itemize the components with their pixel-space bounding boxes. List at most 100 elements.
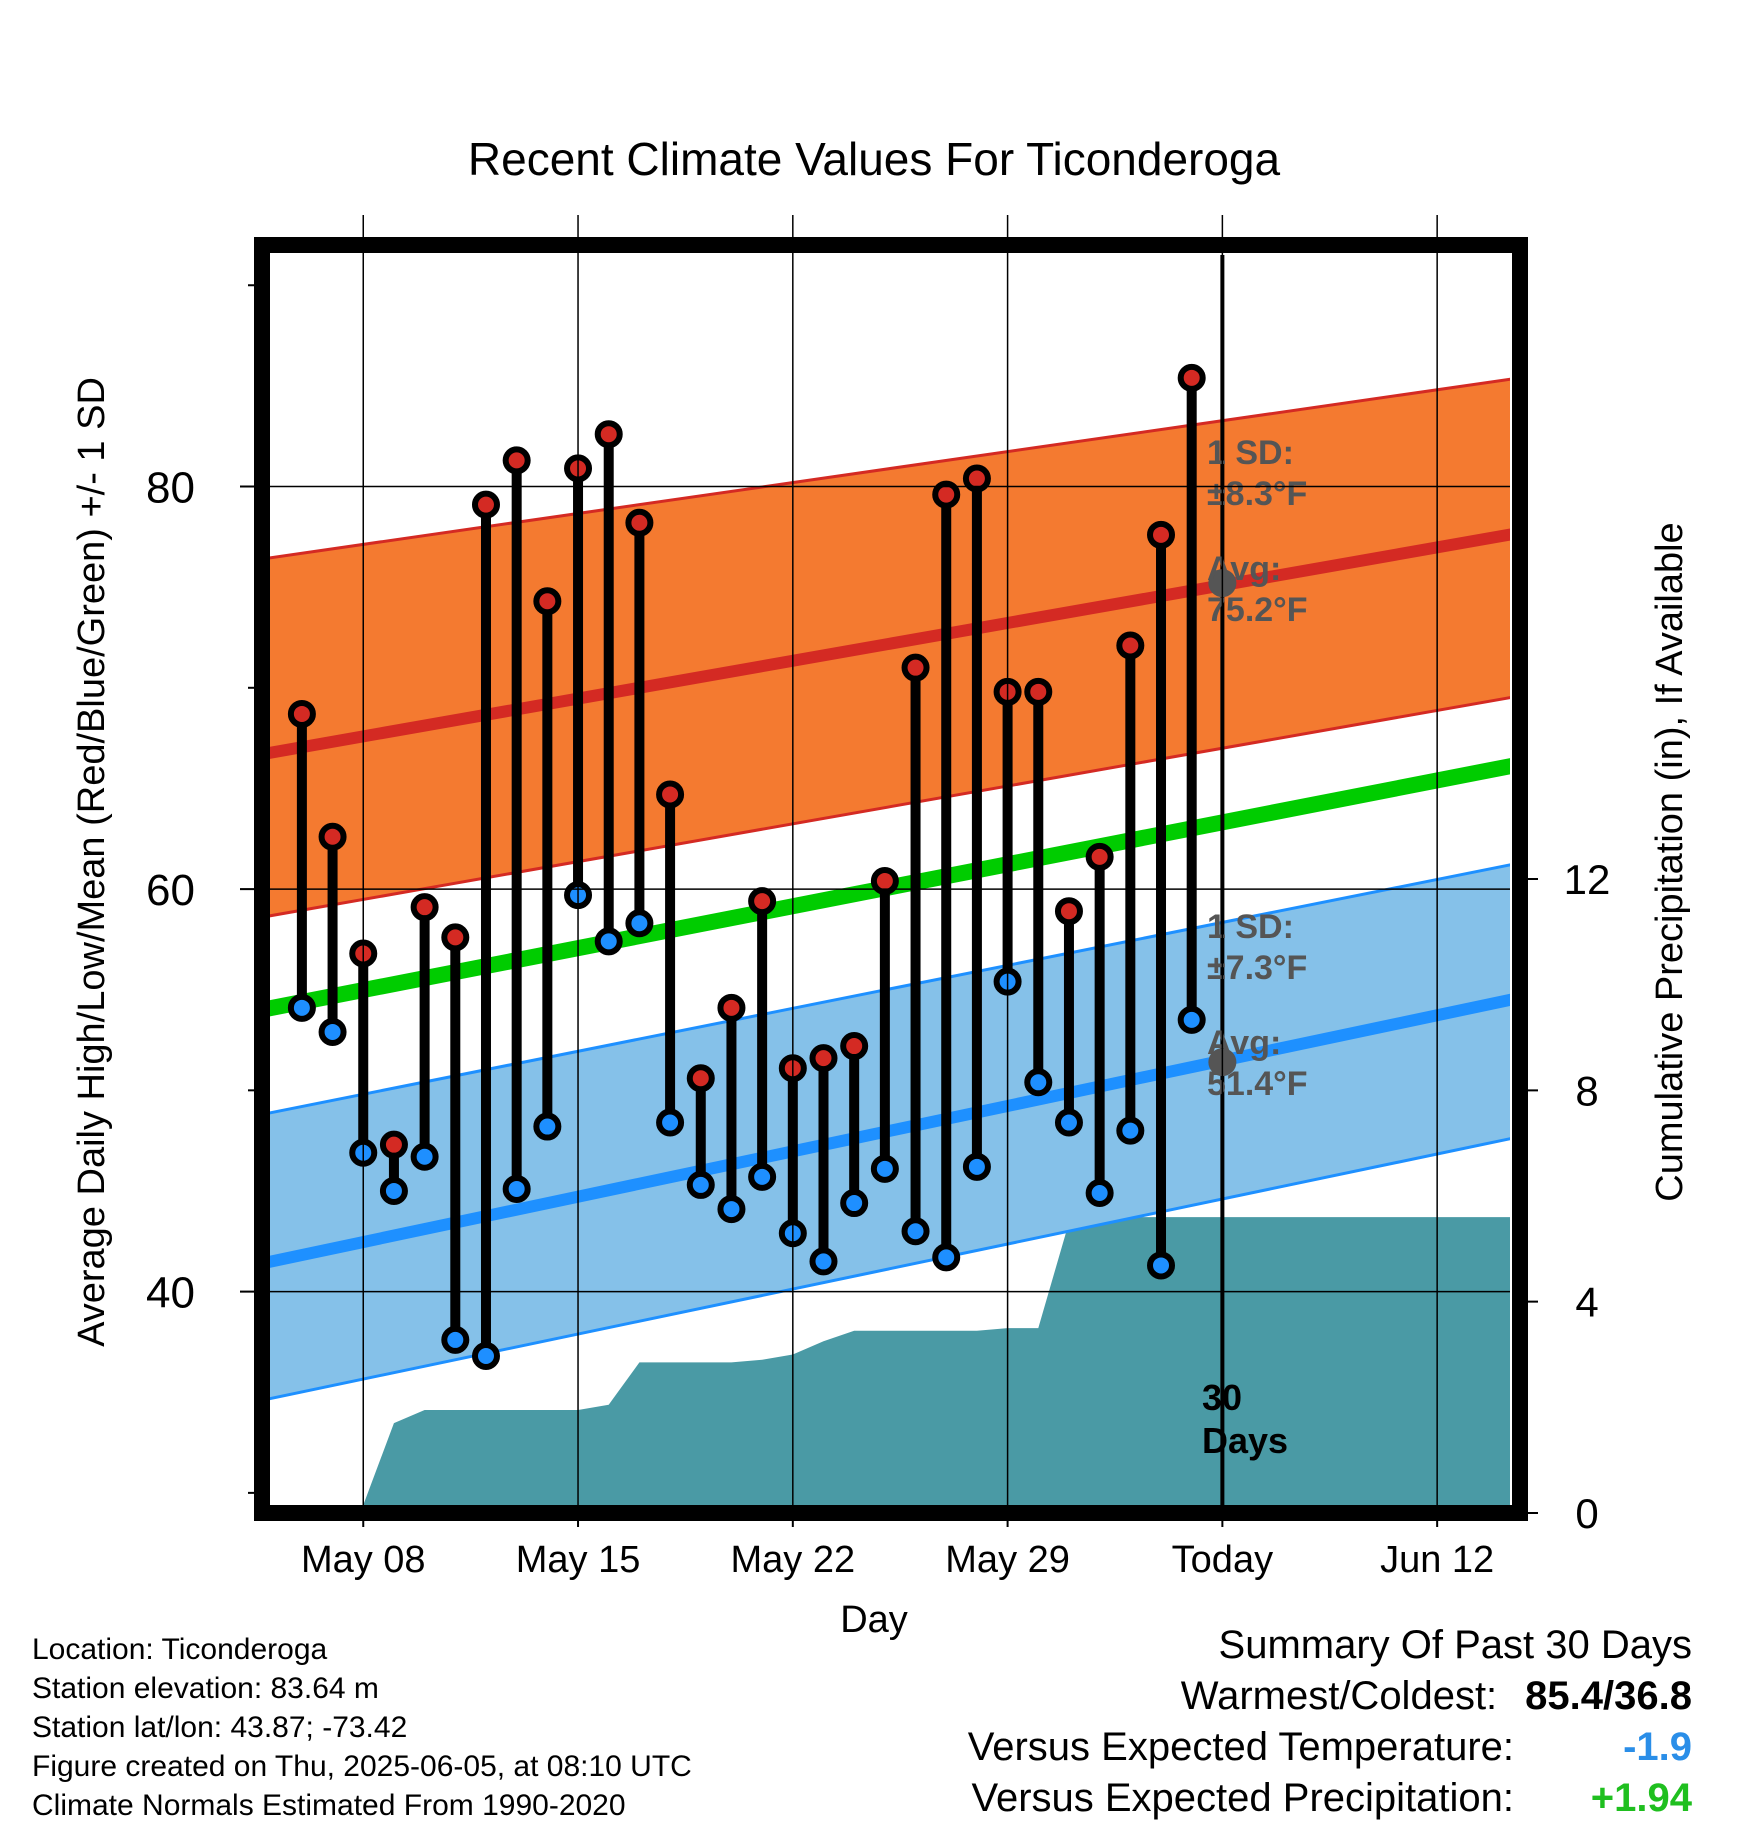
low-point <box>1054 1108 1083 1137</box>
y-right-tick-label: 0 <box>1575 1490 1598 1537</box>
high-point <box>932 480 961 509</box>
summary-heading: Summary Of Past 30 Days <box>1218 1623 1692 1667</box>
high-point <box>1147 520 1176 549</box>
precip-area <box>321 1217 1510 1506</box>
high-point <box>809 1044 838 1073</box>
precip-row: Versus Expected Precipitation: +1.94 <box>968 1773 1692 1824</box>
high-point <box>1085 842 1114 871</box>
low-point <box>1177 1005 1206 1034</box>
normals-text: Climate Normals Estimated From 1990-2020 <box>32 1789 626 1822</box>
high-avg-line <box>270 528 1510 759</box>
low-annotation-line: 51.4°F <box>1207 1065 1308 1103</box>
low-point <box>1147 1251 1176 1280</box>
high-point <box>656 780 685 809</box>
days-label: Days <box>1202 1420 1288 1461</box>
high-point <box>410 893 439 922</box>
warmest-coldest-value: 85.4/36.8 <box>1525 1674 1692 1718</box>
high-point <box>287 699 316 728</box>
low-point <box>1116 1116 1145 1145</box>
low-point <box>686 1170 715 1199</box>
precip-value: +1.94 <box>1590 1776 1692 1820</box>
low-avg-line <box>270 993 1510 1268</box>
elevation-text: Station elevation: 83.64 m <box>32 1672 379 1705</box>
high-point <box>870 867 899 896</box>
low-point <box>379 1176 408 1205</box>
low-point <box>625 909 654 938</box>
chart-title: Recent Climate Values For Ticonderoga <box>468 133 1281 185</box>
low-point <box>533 1112 562 1141</box>
latlon-text: Station lat/lon: 43.87; -73.42 <box>32 1711 408 1744</box>
y-left-tick-label: 80 <box>146 464 195 513</box>
high-point <box>1024 677 1053 706</box>
axes-layer: May 08 May 15 May 22 May 29 Today Jun 1240608… <box>146 215 1610 1581</box>
temp-value: -1.9 <box>1623 1725 1692 1769</box>
low-point <box>441 1325 470 1354</box>
x-tick-label: Today <box>1172 1539 1273 1581</box>
x-tick-label: Jun 12 <box>1380 1539 1494 1581</box>
x-tick-label: May 15 <box>516 1539 641 1581</box>
created-text: Figure created on Thu, 2025-06-05, at 08… <box>32 1750 692 1783</box>
x-tick-label: May 29 <box>945 1539 1070 1581</box>
low-point <box>809 1247 838 1276</box>
precip-label: Versus Expected Precipitation: <box>971 1776 1514 1820</box>
high-point <box>1177 363 1206 392</box>
high-point <box>594 420 623 449</box>
low-point <box>1024 1068 1053 1097</box>
low-point <box>840 1189 869 1218</box>
low-point <box>318 1017 347 1046</box>
station-info: Location: Ticonderoga Station elevation:… <box>32 1630 692 1825</box>
y-axis-right-label: Cumulative Precipitation (in), If Availa… <box>1649 522 1691 1201</box>
high-sd-band-upper-edge <box>270 377 1510 560</box>
low-sd-band-lower-edge <box>270 1137 1510 1401</box>
low-point <box>870 1154 899 1183</box>
low-annotation-line: ±7.3°F <box>1207 949 1307 987</box>
high-sd-band-lower-edge <box>270 696 1510 918</box>
high-point <box>379 1130 408 1159</box>
high-point <box>717 993 746 1022</box>
high-point <box>533 587 562 616</box>
temp-label: Versus Expected Temperature: <box>967 1725 1514 1769</box>
high-annotation-line: ±8.3°F <box>1207 475 1307 513</box>
high-point <box>625 508 654 537</box>
location-text: Location: Ticonderoga <box>32 1633 328 1666</box>
x-tick-label: May 08 <box>301 1539 426 1581</box>
low-point <box>410 1142 439 1171</box>
y-right-tick-label: 4 <box>1575 1279 1598 1326</box>
low-point <box>594 927 623 956</box>
high-point <box>502 446 531 475</box>
low-point <box>962 1152 991 1181</box>
y-right-tick-label: 12 <box>1564 856 1611 903</box>
high-point <box>441 923 470 952</box>
temp-row: Versus Expected Temperature: -1.9 <box>968 1722 1692 1773</box>
high-point <box>318 822 347 851</box>
x-axis-label: Day <box>840 1599 908 1641</box>
low-annotation-line: Avg: <box>1207 1024 1281 1062</box>
summary-panel: Summary Of Past 30 Days Warmest/Coldest:… <box>968 1620 1692 1824</box>
y-axis-left-label: Average Daily High/Low/Mean (Red/Blue/Gr… <box>71 377 113 1347</box>
y-right-tick-label: 8 <box>1575 1067 1598 1114</box>
high-point <box>1116 631 1145 660</box>
high-point <box>962 464 991 493</box>
high-point <box>1054 897 1083 926</box>
warmest-coldest-row: Warmest/Coldest: 85.4/36.8 <box>968 1671 1692 1722</box>
high-annotation-line: 75.2°F <box>1207 591 1308 629</box>
low-point <box>748 1162 777 1191</box>
high-point <box>840 1032 869 1061</box>
high-annotation-line: 1 SD: <box>1207 434 1294 472</box>
high-point <box>471 490 500 519</box>
low-point <box>471 1342 500 1371</box>
low-point <box>656 1108 685 1137</box>
x-tick-label: May 22 <box>731 1539 856 1581</box>
low-point <box>717 1195 746 1224</box>
high-point <box>686 1064 715 1093</box>
low-point <box>932 1243 961 1272</box>
high-point <box>901 653 930 682</box>
low-point <box>901 1217 930 1246</box>
low-point <box>287 993 316 1022</box>
high-point <box>748 887 777 916</box>
high-annotation-line: Avg: <box>1207 550 1281 588</box>
low-annotation-line: 1 SD: <box>1207 908 1294 946</box>
